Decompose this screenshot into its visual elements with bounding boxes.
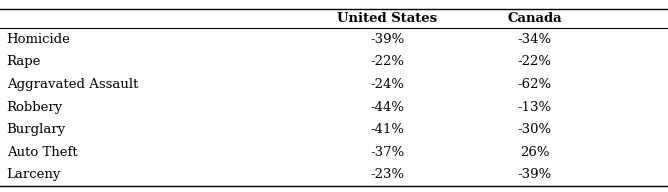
Text: Auto Theft: Auto Theft — [7, 146, 77, 159]
Text: -22%: -22% — [518, 55, 551, 68]
Text: -41%: -41% — [371, 123, 404, 136]
Text: Robbery: Robbery — [7, 101, 63, 113]
Text: -39%: -39% — [517, 168, 552, 181]
Text: Larceny: Larceny — [7, 168, 61, 181]
Text: -37%: -37% — [370, 146, 405, 159]
Text: Burglary: Burglary — [7, 123, 66, 136]
Text: Canada: Canada — [507, 12, 562, 25]
Text: -30%: -30% — [517, 123, 552, 136]
Text: Aggravated Assault: Aggravated Assault — [7, 78, 138, 91]
Text: -22%: -22% — [371, 55, 404, 68]
Text: -34%: -34% — [517, 33, 552, 46]
Text: -62%: -62% — [517, 78, 552, 91]
Text: Rape: Rape — [7, 55, 41, 68]
Text: -44%: -44% — [371, 101, 404, 113]
Text: -39%: -39% — [370, 33, 405, 46]
Text: -13%: -13% — [517, 101, 552, 113]
Text: United States: United States — [337, 12, 438, 25]
Text: Homicide: Homicide — [7, 33, 71, 46]
Text: 26%: 26% — [520, 146, 549, 159]
Text: -23%: -23% — [370, 168, 405, 181]
Text: -24%: -24% — [371, 78, 404, 91]
